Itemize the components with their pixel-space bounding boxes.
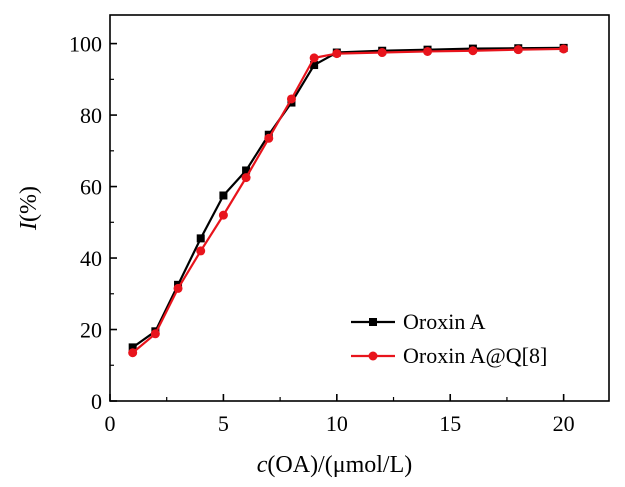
series-2-point [196, 246, 206, 256]
y-tick-label: 40 [80, 246, 102, 271]
series-1-point [219, 191, 228, 200]
x-tick-label: 10 [326, 411, 348, 436]
series-2-point [513, 45, 523, 55]
series-2-point [264, 133, 274, 143]
legend-label-2: Oroxin A@Q[8] [403, 343, 547, 368]
x-tick-label: 20 [553, 411, 575, 436]
series-2-point [128, 348, 138, 358]
x-axis-label: c(OA)/(μmol/L) [257, 452, 413, 478]
y-tick-label: 0 [91, 389, 102, 414]
series-1-point [128, 343, 137, 352]
y-tick-label: 20 [80, 318, 102, 343]
x-tick-label: 0 [105, 411, 116, 436]
series-1-point [242, 166, 251, 175]
series-2-point [150, 329, 160, 339]
y-tick-label: 100 [69, 32, 102, 57]
x-tick-label: 5 [218, 411, 229, 436]
series-2-point [218, 210, 228, 220]
series-2-point [241, 173, 251, 183]
x-tick-label: 15 [439, 411, 461, 436]
legend-label-1: Oroxin A [403, 309, 486, 334]
series-2-point [559, 44, 569, 54]
legend-marker-1 [369, 318, 377, 326]
series-line-1 [132, 46, 564, 349]
series-2-point [377, 48, 387, 58]
series-2-point [423, 46, 433, 56]
series-2-point [309, 53, 319, 63]
y-axis-label: I(%) [16, 186, 42, 231]
series-2-point [332, 49, 342, 59]
series-2-point [286, 94, 296, 104]
series-1-point [310, 61, 319, 70]
series-line-2 [131, 47, 564, 354]
legend-marker-2 [368, 351, 378, 361]
y-tick-label: 80 [80, 103, 102, 128]
series-2-point [173, 283, 183, 293]
series-1-point [196, 234, 205, 243]
y-tick-label: 60 [80, 175, 102, 200]
series-2-point [468, 46, 478, 56]
plot-frame [109, 14, 610, 402]
